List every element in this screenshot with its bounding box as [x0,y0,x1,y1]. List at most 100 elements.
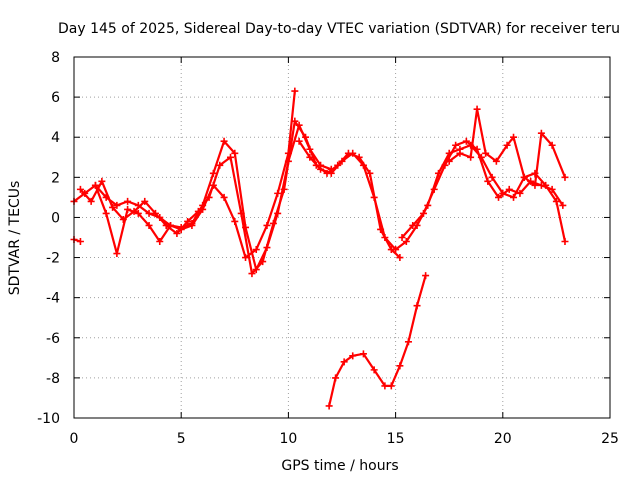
data-point [552,197,560,205]
data-point [284,149,292,157]
data-point [484,177,492,185]
y-tick-label: -4 [46,291,60,307]
x-tick-label: 15 [387,431,405,447]
data-point [359,161,367,169]
data-point [231,149,239,157]
data-point [173,229,181,237]
data-point [145,221,153,229]
data-point [113,250,121,258]
series-1 [70,121,335,274]
data-point [467,153,475,161]
data-point [325,402,333,410]
series-trace [94,89,296,259]
data-point [306,153,314,161]
data-point [124,205,132,213]
data-point [291,87,299,95]
data-point [134,209,142,217]
data-point [188,221,196,229]
data-point [510,193,518,201]
data-point [548,185,556,193]
data-point [124,197,132,205]
data-point [177,225,185,233]
data-point [413,302,421,310]
data-point [452,141,460,149]
data-point [505,185,513,193]
data-point [473,145,481,153]
data-point [242,254,250,262]
data-point [151,209,159,217]
y-tick-label: 2 [51,170,60,186]
y-tick-label: 0 [51,210,60,226]
data-point [537,181,545,189]
data-point [338,157,346,165]
data-point [295,137,303,145]
chart-title: Day 145 of 2025, Sidereal Day-to-day VTE… [58,21,620,37]
data-point [231,217,239,225]
data-point [387,382,395,390]
data-point [370,366,378,374]
series-8 [70,236,84,246]
data-point [404,338,412,346]
x-tick-label: 20 [494,431,512,447]
data-point [430,185,438,193]
data-point [503,141,511,149]
y-tick-label: 8 [51,50,60,66]
x-tick-label: 0 [70,431,79,447]
data-point [370,193,378,201]
data-point [109,203,117,211]
grid [74,57,610,418]
x-axis-label: GPS time / hours [281,458,398,474]
data-point [317,165,325,173]
data-point [492,157,500,165]
data-point [349,352,357,360]
data-point [91,181,99,189]
data-point [209,169,217,177]
data-point [248,270,256,278]
data-point [402,238,410,246]
data-point [280,185,288,193]
y-axis-label: SDTVAR / TECUs [7,181,23,296]
data-point [445,157,453,165]
data-point [220,193,228,201]
data-point [252,246,260,254]
x-tick-label: 5 [177,431,186,447]
data-series [70,87,569,410]
series-trace [72,124,333,271]
series-trace [328,274,427,408]
data-point [145,209,153,217]
data-point [227,153,235,161]
data-point [366,169,374,177]
data-point [537,129,545,137]
data-point [516,189,524,197]
data-point [561,173,569,181]
data-point [422,272,430,280]
data-point [561,238,569,246]
data-point [113,201,121,209]
y-tick-label: -2 [46,251,60,267]
data-point [216,161,224,169]
data-point [156,238,164,246]
data-point [520,173,528,181]
data-point [396,254,404,262]
series-3 [91,87,299,262]
data-point [473,105,481,113]
data-point [263,221,271,229]
data-point [199,205,207,213]
data-point [409,221,417,229]
data-point [396,362,404,370]
plot-frame [73,56,611,419]
data-point [531,181,539,189]
data-point [456,149,464,157]
data-point [237,209,245,217]
data-point [87,197,95,205]
data-point [184,217,192,225]
data-point [209,181,217,189]
data-point [482,149,490,157]
y-tick-label: -6 [46,331,60,347]
data-point [102,209,110,217]
data-point [559,201,567,209]
data-point [220,137,228,145]
y-tick-label: -10 [37,411,60,427]
x-tick-label: 10 [279,431,297,447]
data-point [332,374,340,382]
